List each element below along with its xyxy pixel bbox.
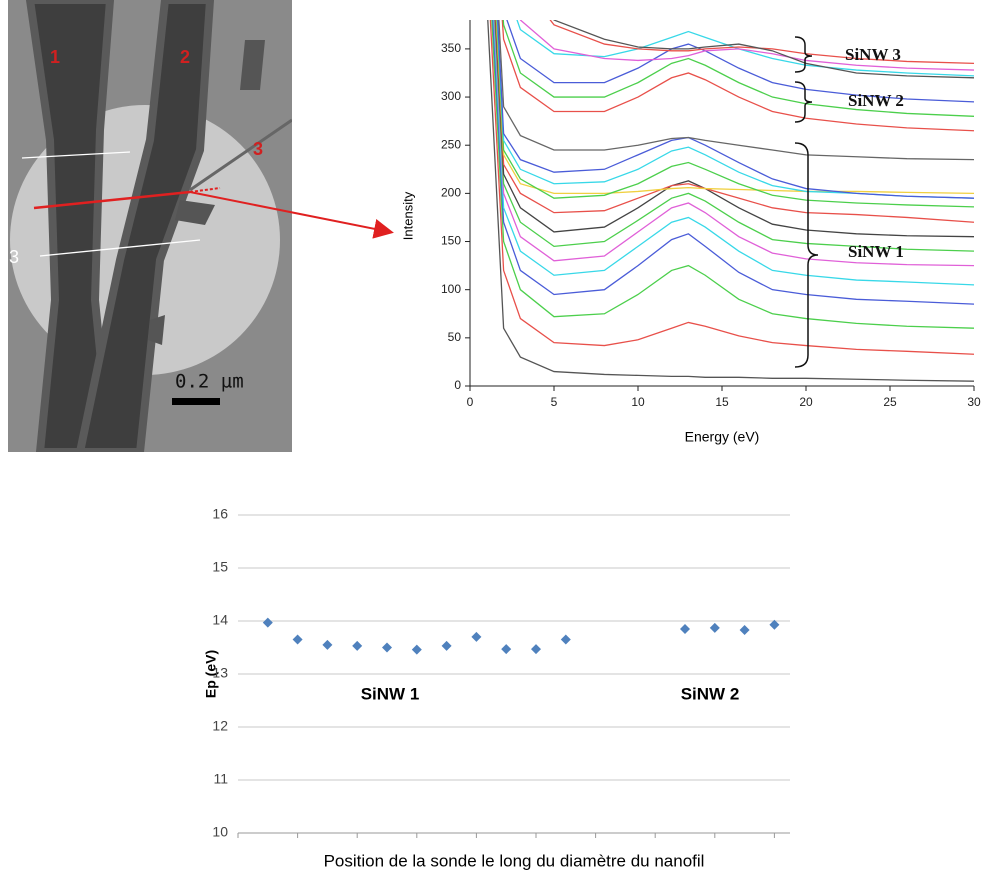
annotation: SiNW 2 xyxy=(681,684,740,703)
point xyxy=(739,625,750,636)
x-axis-label: Position de la sonde le long du diamètre… xyxy=(324,851,705,870)
point xyxy=(292,634,303,645)
spectrum-line xyxy=(493,20,974,267)
spectrum-line xyxy=(496,20,974,208)
x-tick-label: 25 xyxy=(883,395,897,409)
y-tick-label: 14 xyxy=(212,612,228,628)
point xyxy=(322,639,333,650)
y-tick-label: 15 xyxy=(212,559,228,575)
y-tick-label: 250 xyxy=(441,137,461,151)
spectrum-line xyxy=(495,20,974,223)
spectrum-line xyxy=(492,20,974,305)
spectrum-line xyxy=(496,20,974,199)
point xyxy=(382,642,392,653)
y-tick-label: 13 xyxy=(212,665,228,681)
tem-image xyxy=(8,0,292,452)
arrow xyxy=(189,191,394,239)
y-tick-label: 11 xyxy=(213,771,228,787)
point xyxy=(709,622,720,633)
y-tick-label: 100 xyxy=(441,282,461,296)
plot-area xyxy=(487,20,974,382)
point xyxy=(501,644,512,655)
y-axis-label: Intensity xyxy=(400,191,415,240)
spectrum-line xyxy=(494,20,974,238)
x-tick-label: 15 xyxy=(715,395,729,409)
y-axis-label: Ep (eV) xyxy=(203,650,219,698)
spectrum-line xyxy=(506,20,974,103)
y-tick-label: 350 xyxy=(441,41,461,55)
spectrum-line xyxy=(487,20,974,382)
point xyxy=(471,631,482,642)
y-tick-label: 12 xyxy=(212,718,228,734)
image-label: 3 xyxy=(253,139,263,159)
annotation: SiNW 3 xyxy=(845,45,901,64)
x-tick-label: 0 xyxy=(467,395,474,409)
point xyxy=(680,623,690,634)
point xyxy=(352,640,363,651)
annotation: SiNW 1 xyxy=(361,684,420,703)
y-tick-label: 150 xyxy=(441,234,461,248)
y-tick-label: 16 xyxy=(212,506,228,522)
x-tick-label: 10 xyxy=(631,395,645,409)
point xyxy=(769,619,780,630)
y-tick-label: 10 xyxy=(212,824,228,840)
spectrum-line xyxy=(498,20,974,161)
spectrum-line xyxy=(519,20,974,71)
point xyxy=(441,640,452,651)
y-tick-label: 200 xyxy=(441,186,461,200)
y-tick-label: 300 xyxy=(441,89,461,103)
spectrum-line xyxy=(549,20,974,64)
point xyxy=(411,644,422,655)
x-tick-label: 20 xyxy=(799,395,813,409)
spectrum-line xyxy=(489,20,974,355)
image-label: 1 xyxy=(50,47,60,67)
scale-bar-label: 0.2 µm xyxy=(175,371,244,393)
spectrum-line xyxy=(516,20,974,77)
x-tick-label: 30 xyxy=(967,395,981,409)
image-label: 2 xyxy=(180,47,190,67)
spectrum-line xyxy=(493,20,974,286)
spectrum-line xyxy=(502,20,974,117)
spectrum-line xyxy=(494,20,974,252)
spectrum-line xyxy=(501,20,974,132)
chart-background xyxy=(155,466,812,886)
annotation: SiNW 1 xyxy=(848,242,904,261)
x-tick-label: 5 xyxy=(551,395,558,409)
annotation: SiNW 2 xyxy=(848,91,904,110)
point xyxy=(531,644,541,655)
image-label: 3 xyxy=(9,247,19,267)
spectrum-line xyxy=(491,20,974,329)
y-tick-label: 0 xyxy=(454,378,461,392)
spectrum-line xyxy=(553,20,974,79)
point xyxy=(262,617,273,628)
y-tick-label: 50 xyxy=(448,330,462,344)
braces xyxy=(794,36,819,368)
x-axis-label: Energy (eV) xyxy=(685,429,760,445)
point xyxy=(560,634,571,645)
